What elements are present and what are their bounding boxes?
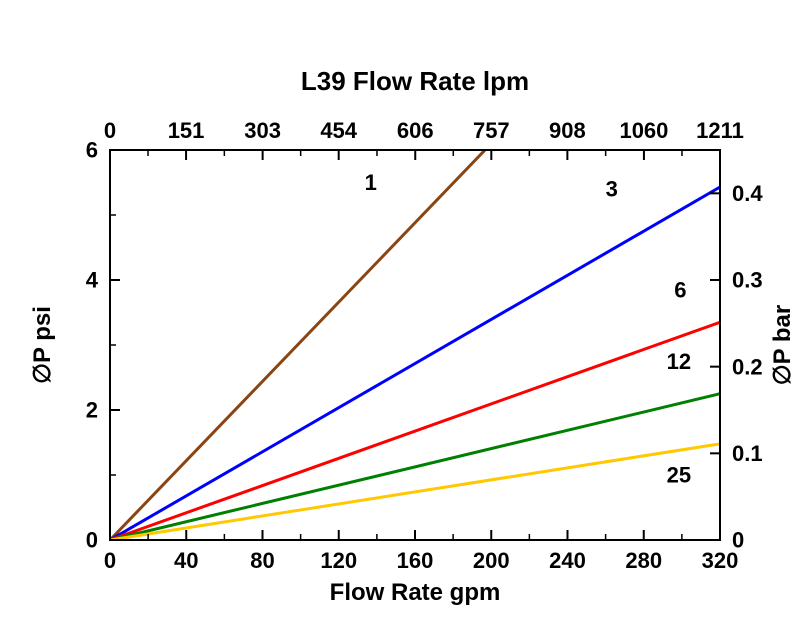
- x-axis-bottom-title: Flow Rate gpm: [330, 579, 501, 606]
- xtick-label-top: 0: [104, 118, 116, 143]
- chart-container: 0408012016020024028032001513034546067579…: [0, 0, 808, 636]
- series-label-12: 12: [667, 349, 691, 374]
- xtick-label-top: 757: [473, 118, 510, 143]
- xtick-label-top: 1211: [696, 118, 744, 143]
- series-label-6: 6: [674, 277, 686, 302]
- xtick-label-top: 303: [244, 118, 281, 143]
- ytick-label-right: 0.2: [732, 354, 763, 379]
- xtick-label-top: 908: [549, 118, 586, 143]
- xtick-label-top: 454: [320, 118, 357, 143]
- ytick-label-right: 0.3: [732, 268, 763, 293]
- ytick-label-left: 4: [86, 268, 99, 293]
- ytick-label-left: 6: [86, 138, 98, 163]
- xtick-label-bottom: 280: [625, 548, 662, 573]
- xtick-label-bottom: 160: [397, 548, 434, 573]
- y-axis-right-title: ∅P bar: [769, 305, 796, 386]
- ytick-label-left: 0: [86, 528, 98, 553]
- x-axis-top-title: L39 Flow Rate lpm: [301, 66, 529, 96]
- xtick-label-top: 151: [168, 118, 205, 143]
- ytick-label-right: 0: [732, 528, 744, 553]
- series-label-25: 25: [667, 463, 691, 488]
- pressure-flow-chart: 0408012016020024028032001513034546067579…: [0, 0, 808, 636]
- ytick-label-right: 0.4: [732, 181, 763, 206]
- xtick-label-bottom: 80: [250, 548, 274, 573]
- ytick-label-left: 2: [86, 398, 98, 423]
- xtick-label-bottom: 240: [549, 548, 586, 573]
- series-label-3: 3: [606, 177, 618, 202]
- xtick-label-bottom: 0: [104, 548, 116, 573]
- xtick-label-top: 606: [397, 118, 434, 143]
- xtick-label-bottom: 120: [320, 548, 357, 573]
- xtick-label-bottom: 200: [473, 548, 510, 573]
- series-label-1: 1: [365, 170, 377, 195]
- ytick-label-right: 0.1: [732, 441, 763, 466]
- y-axis-left-title: ∅P psi: [29, 306, 56, 384]
- xtick-label-bottom: 40: [174, 548, 198, 573]
- xtick-label-top: 1060: [619, 118, 668, 143]
